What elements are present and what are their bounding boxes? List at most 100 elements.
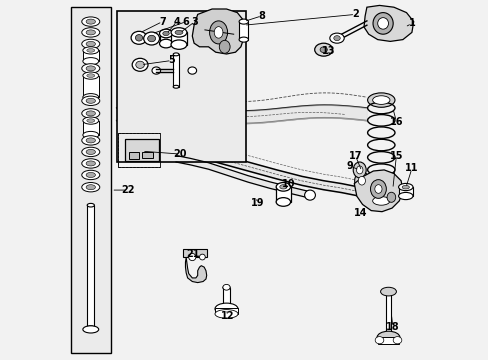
Text: 21: 21 <box>186 249 200 259</box>
Text: 7: 7 <box>159 17 165 27</box>
Ellipse shape <box>132 58 148 71</box>
Text: 16: 16 <box>389 117 402 127</box>
Ellipse shape <box>81 17 100 26</box>
Ellipse shape <box>87 203 94 207</box>
Ellipse shape <box>82 117 99 124</box>
Ellipse shape <box>398 183 412 190</box>
Text: 18: 18 <box>385 322 399 332</box>
Ellipse shape <box>372 96 389 104</box>
Ellipse shape <box>329 33 344 43</box>
Ellipse shape <box>188 253 196 261</box>
Ellipse shape <box>152 67 160 74</box>
Ellipse shape <box>356 166 362 174</box>
Bar <box>82 121 99 135</box>
Ellipse shape <box>86 30 95 35</box>
Ellipse shape <box>131 31 146 44</box>
Ellipse shape <box>398 192 412 199</box>
Ellipse shape <box>401 185 408 189</box>
Ellipse shape <box>223 286 230 289</box>
Ellipse shape <box>173 85 179 88</box>
Ellipse shape <box>279 185 286 189</box>
Ellipse shape <box>223 307 230 310</box>
Ellipse shape <box>372 13 392 34</box>
Text: 8: 8 <box>258 11 264 21</box>
Ellipse shape <box>86 98 95 103</box>
Ellipse shape <box>81 39 100 49</box>
Ellipse shape <box>86 149 95 154</box>
Ellipse shape <box>86 185 95 190</box>
Ellipse shape <box>81 64 100 73</box>
Text: 2: 2 <box>351 9 358 19</box>
Bar <box>377 337 399 344</box>
Bar <box>215 308 238 314</box>
Ellipse shape <box>239 37 248 42</box>
Ellipse shape <box>386 192 395 202</box>
Text: 5: 5 <box>168 55 175 66</box>
Ellipse shape <box>380 287 396 296</box>
Text: 12: 12 <box>221 311 234 321</box>
Ellipse shape <box>81 159 100 168</box>
Bar <box>171 32 186 45</box>
Ellipse shape <box>354 172 368 190</box>
Bar <box>142 152 153 158</box>
Bar <box>159 33 172 44</box>
Bar <box>87 205 94 328</box>
Text: 13: 13 <box>321 46 335 56</box>
Ellipse shape <box>82 94 99 101</box>
Bar <box>117 11 246 162</box>
Ellipse shape <box>372 197 389 205</box>
Ellipse shape <box>86 19 95 24</box>
Ellipse shape <box>86 138 95 143</box>
Ellipse shape <box>87 119 95 122</box>
Text: 14: 14 <box>353 208 366 218</box>
Ellipse shape <box>367 194 394 208</box>
Ellipse shape <box>187 67 196 74</box>
Ellipse shape <box>87 326 94 329</box>
Ellipse shape <box>376 331 399 344</box>
Ellipse shape <box>82 58 99 65</box>
Ellipse shape <box>304 190 315 200</box>
Ellipse shape <box>86 172 95 177</box>
Ellipse shape <box>239 19 248 24</box>
Ellipse shape <box>215 310 238 318</box>
Ellipse shape <box>143 32 159 45</box>
Ellipse shape <box>82 47 99 54</box>
Text: 6: 6 <box>183 17 189 27</box>
Polygon shape <box>192 9 244 54</box>
Ellipse shape <box>81 147 100 157</box>
Bar <box>118 133 160 167</box>
Text: 19: 19 <box>251 198 264 208</box>
Bar <box>125 139 159 161</box>
Text: 22: 22 <box>121 185 134 195</box>
Bar <box>239 22 248 40</box>
Ellipse shape <box>276 183 290 191</box>
Ellipse shape <box>370 180 386 198</box>
Ellipse shape <box>333 36 340 41</box>
Ellipse shape <box>276 198 290 206</box>
Ellipse shape <box>377 18 387 29</box>
Bar <box>223 288 230 309</box>
Bar <box>183 249 206 257</box>
Ellipse shape <box>87 49 95 52</box>
Ellipse shape <box>136 61 144 68</box>
Ellipse shape <box>173 53 179 56</box>
Ellipse shape <box>86 111 95 116</box>
Ellipse shape <box>214 27 223 38</box>
Ellipse shape <box>320 47 326 53</box>
Ellipse shape <box>82 72 99 79</box>
Bar <box>82 50 99 61</box>
Ellipse shape <box>358 176 365 185</box>
Ellipse shape <box>219 40 230 53</box>
Ellipse shape <box>199 254 205 260</box>
Bar <box>276 187 290 202</box>
Bar <box>173 54 179 87</box>
Ellipse shape <box>81 109 100 118</box>
Ellipse shape <box>171 28 186 37</box>
Ellipse shape <box>385 291 390 294</box>
Ellipse shape <box>87 74 95 77</box>
Ellipse shape <box>86 66 95 71</box>
Ellipse shape <box>223 284 230 290</box>
Ellipse shape <box>81 183 100 192</box>
Ellipse shape <box>314 43 332 56</box>
Ellipse shape <box>159 29 172 38</box>
